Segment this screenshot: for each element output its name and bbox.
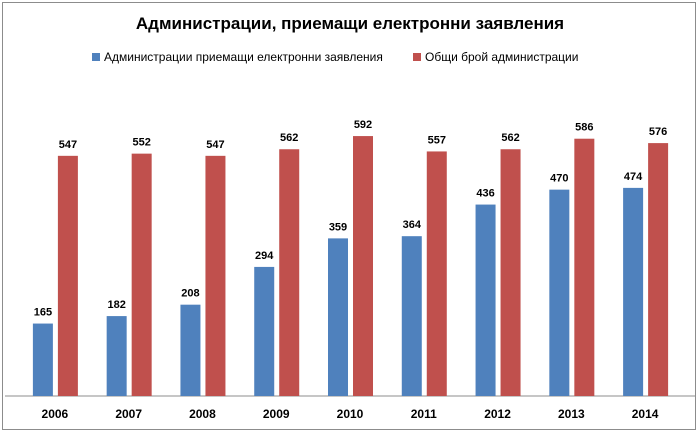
data-label: 547: [206, 139, 224, 151]
legend-item-series-2: Общи брой администрации: [413, 50, 578, 64]
data-label: 470: [550, 173, 568, 185]
bar-electronic-2007: [106, 316, 127, 396]
x-tick-label: 2006: [42, 407, 69, 421]
data-label: 182: [107, 299, 125, 311]
data-label: 557: [428, 134, 446, 146]
data-label: 586: [575, 122, 593, 134]
x-tick-label: 2012: [484, 407, 511, 421]
bar-electronic-2014: [623, 187, 644, 396]
data-label: 165: [34, 307, 52, 319]
x-tick-label: 2013: [558, 407, 585, 421]
data-label: 552: [132, 137, 150, 149]
bar-total-2008: [205, 155, 226, 396]
data-label: 359: [329, 221, 347, 233]
data-label: 576: [649, 126, 667, 138]
x-tick-label: 2010: [337, 407, 364, 421]
bar-electronic-2013: [549, 189, 570, 396]
data-label: 436: [476, 188, 494, 200]
bar-electronic-2006: [32, 323, 53, 396]
x-tick-label: 2009: [263, 407, 290, 421]
bar-electronic-2012: [475, 204, 496, 396]
legend-label: Администрации приемащи електронни заявле…: [104, 50, 383, 64]
data-label: 592: [354, 119, 372, 131]
bar-total-2007: [131, 153, 152, 396]
data-label: 562: [280, 132, 298, 144]
data-label: 547: [59, 139, 77, 151]
bar-total-2013: [574, 138, 595, 396]
bar-electronic-2010: [328, 238, 348, 396]
legend-label: Общи брой администрации: [425, 50, 579, 64]
x-tick-label: 2008: [189, 407, 216, 421]
data-label: 364: [403, 219, 422, 231]
bar-total-2010: [353, 136, 373, 396]
data-label: 562: [501, 132, 519, 144]
data-label: 294: [255, 250, 274, 262]
bar-total-2009: [279, 149, 300, 396]
x-tick-label: 2014: [632, 407, 659, 421]
bar-total-2006: [57, 155, 78, 396]
bar-electronic-2009: [254, 266, 275, 396]
chart-title: Администрации, приемащи електронни заявл…: [135, 14, 565, 33]
legend-swatch-blue: [92, 53, 100, 61]
legend-swatch-red: [413, 53, 421, 61]
bar-total-2012: [500, 149, 521, 396]
x-tick-label: 2007: [115, 407, 142, 421]
data-label: 474: [624, 171, 643, 183]
chart-frame: [2, 2, 696, 430]
bar-electronic-2008: [180, 304, 201, 396]
x-tick-label: 2011: [411, 407, 437, 421]
bar-electronic-2011: [401, 236, 422, 396]
bar-total-2011: [426, 151, 447, 396]
bar-total-2014: [648, 143, 669, 396]
data-label: 208: [181, 288, 199, 300]
legend-item-series-1: Администрации приемащи електронни заявле…: [92, 50, 383, 64]
